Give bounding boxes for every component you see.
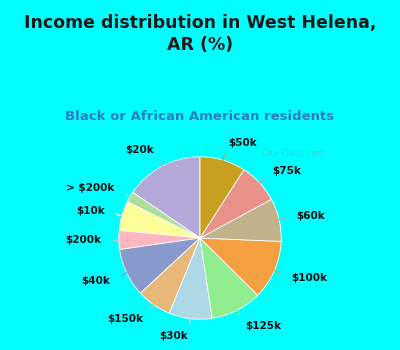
Text: $20k: $20k	[125, 146, 154, 155]
Text: > $200k: > $200k	[66, 183, 114, 193]
Wedge shape	[120, 238, 200, 293]
Text: $40k: $40k	[82, 276, 110, 286]
Text: $125k: $125k	[245, 321, 281, 331]
Wedge shape	[200, 238, 258, 318]
Text: $10k: $10k	[76, 206, 105, 216]
Text: $60k: $60k	[296, 211, 325, 221]
Wedge shape	[169, 238, 212, 319]
Wedge shape	[200, 199, 281, 241]
Text: $150k: $150k	[108, 315, 144, 324]
Text: $50k: $50k	[228, 138, 257, 148]
Text: $200k: $200k	[65, 236, 101, 245]
Text: Income distribution in West Helena,
AR (%): Income distribution in West Helena, AR (…	[24, 14, 376, 54]
Wedge shape	[200, 157, 244, 238]
Wedge shape	[127, 193, 200, 238]
Text: $75k: $75k	[273, 166, 302, 176]
Text: $30k: $30k	[160, 331, 188, 341]
Text: Black or African American residents: Black or African American residents	[66, 110, 334, 123]
Wedge shape	[140, 238, 200, 313]
Wedge shape	[200, 238, 281, 295]
Wedge shape	[119, 202, 200, 238]
Wedge shape	[200, 170, 272, 238]
Text: City-Data.com: City-Data.com	[262, 149, 326, 158]
Wedge shape	[119, 231, 200, 250]
Wedge shape	[133, 157, 200, 238]
Text: $100k: $100k	[291, 273, 327, 283]
